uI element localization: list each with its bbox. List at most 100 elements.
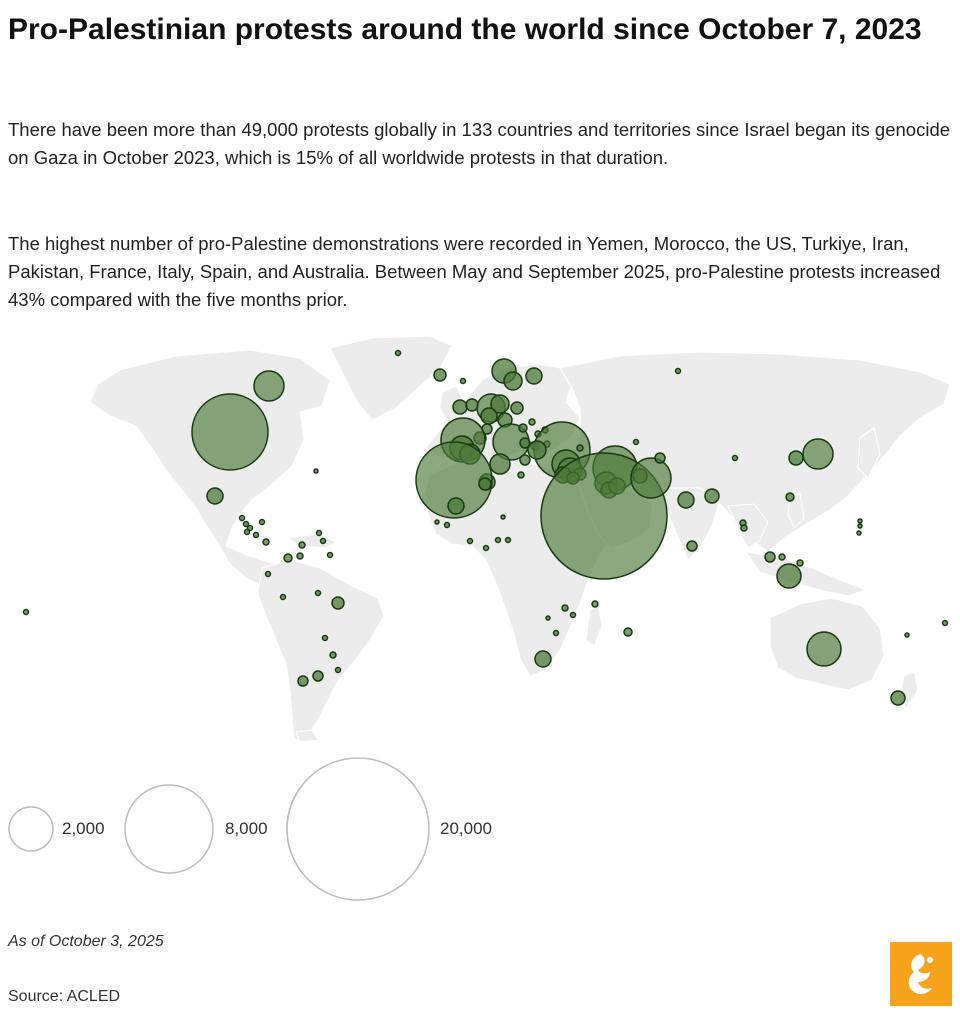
protest-bubble [632, 438, 640, 446]
protest-bubble [482, 544, 490, 552]
protest-bubble [447, 497, 465, 515]
protest-bubble [262, 538, 270, 546]
protest-bubble [459, 377, 467, 385]
protest-bubble [796, 559, 804, 567]
protest-bubble [519, 454, 531, 466]
protest-bubble [466, 537, 474, 545]
legend-circle-20000 [286, 786, 300, 872]
protest-bubble [489, 453, 511, 475]
protest-bubble [246, 524, 254, 532]
protest-bubble [242, 520, 250, 528]
protest-bubble [319, 537, 327, 545]
protest-bubble [312, 670, 324, 682]
protest-bubble [857, 523, 863, 529]
protest-bubble [504, 536, 512, 544]
land-tierra [295, 729, 319, 743]
protest-bubble [434, 519, 440, 525]
protest-bubble [686, 540, 698, 552]
legend-label-2000: 2,000 [62, 819, 105, 838]
protest-bubble [704, 488, 720, 504]
land-philippines [787, 493, 805, 529]
protest-bubble [941, 619, 949, 627]
land-north-america [89, 349, 331, 591]
protest-bubble [788, 450, 804, 466]
protest-bubble [785, 492, 795, 502]
protest-bubble [674, 367, 682, 375]
land-caribbean [286, 533, 338, 549]
protest-bubble [576, 444, 584, 452]
al-jazeera-logo [890, 942, 952, 1006]
protest-bubble [503, 371, 523, 391]
protest-bubble [313, 468, 319, 474]
protest-bubble [528, 418, 536, 426]
chart-title: Pro-Palestinian protests around the worl… [8, 13, 922, 46]
protest-bubble [517, 471, 525, 479]
legend-circle-8000 [124, 784, 214, 874]
protest-bubble [452, 399, 468, 415]
protest-bubble [297, 675, 309, 687]
protest-bubble [314, 589, 322, 597]
protest-bubble [500, 514, 506, 520]
protest-bubble [890, 690, 906, 706]
land-madagascar [585, 605, 603, 647]
protest-bubble [591, 600, 599, 608]
protest-bubble [552, 629, 560, 637]
al-jazeera-logo-icon [908, 954, 933, 995]
protest-bubble [545, 615, 551, 621]
protest-bubble [329, 651, 337, 659]
summary-paragraph-1: There have been more than 49,000 protest… [8, 119, 951, 168]
protest-bubble [490, 394, 510, 414]
protest-bubble [478, 477, 492, 491]
protest-bubble [279, 593, 287, 601]
protest-bubble [731, 454, 739, 462]
protest-bubble [778, 553, 786, 561]
summary-paragraph-2: The highest number of pro-Palestine demo… [8, 233, 941, 310]
protest-bubble [252, 531, 260, 539]
protest-bubble [518, 423, 528, 433]
land-japan [857, 427, 881, 479]
protest-bubble [415, 441, 493, 519]
protest-bubble [326, 551, 334, 559]
protest-bubble [243, 528, 251, 536]
protest-bubble [569, 611, 577, 619]
protest-bubble [480, 407, 498, 425]
protest-bubble [283, 553, 293, 563]
as-of-note: As of October 3, 2025 [8, 933, 164, 950]
legend-label-8000: 8,000 [225, 819, 268, 838]
protest-bubble [394, 349, 402, 357]
protest-bubble [321, 634, 329, 642]
protest-bubble [654, 452, 666, 464]
protest-bubble [623, 627, 633, 637]
legend-label-20000: 20,000 [440, 819, 492, 838]
protest-bubble [258, 518, 266, 526]
protest-bubble [519, 437, 531, 449]
protest-bubble [740, 524, 748, 532]
land-south-america [257, 559, 385, 741]
protest-bubble [443, 521, 451, 529]
protest-bubble [776, 563, 802, 589]
protest-bubble [315, 529, 323, 537]
protest-bubble [465, 398, 479, 412]
land-indonesia [744, 551, 868, 597]
protest-bubble [630, 457, 672, 499]
protest-bubble [191, 393, 269, 471]
protest-bubble [510, 401, 524, 415]
protest-bubble [253, 370, 285, 402]
protest-bubble [296, 552, 304, 560]
source-note: Source: ACLED [8, 988, 121, 1005]
protest-bubble [857, 518, 863, 524]
protest-bubble [856, 530, 862, 536]
legend-circle-2000 [8, 806, 54, 852]
protest-bubble [525, 367, 543, 385]
protest-bubble [298, 541, 306, 549]
protest-bubble [904, 632, 910, 638]
protest-bubble [561, 604, 569, 612]
protest-bubble [494, 536, 502, 544]
protest-bubble [206, 487, 224, 505]
land-se-asia [727, 503, 769, 549]
bubbles-layer [22, 349, 949, 706]
protest-bubble [264, 570, 272, 578]
land-greenland [329, 335, 453, 421]
protest-bubble [334, 666, 342, 674]
world-map-svg [22, 335, 951, 743]
